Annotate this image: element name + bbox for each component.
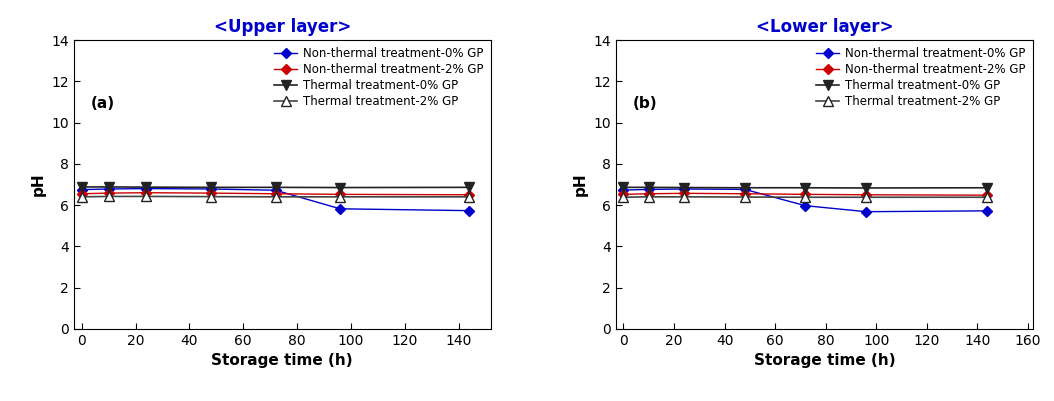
Thermal treatment-2% GP	[643, 194, 656, 199]
Non-thermal treatment-0% GP	[981, 209, 994, 213]
Non-thermal treatment-2% GP	[269, 191, 281, 196]
Thermal treatment-2% GP	[204, 194, 217, 199]
Line: Non-thermal treatment-2% GP: Non-thermal treatment-2% GP	[78, 189, 473, 198]
Thermal treatment-0% GP	[678, 185, 690, 190]
X-axis label: Storage time (h): Storage time (h)	[212, 353, 353, 368]
Non-thermal treatment-0% GP	[463, 208, 475, 213]
Non-thermal treatment-2% GP	[981, 193, 994, 198]
Thermal treatment-2% GP	[860, 195, 873, 200]
Non-thermal treatment-0% GP	[678, 186, 690, 191]
Thermal treatment-2% GP	[334, 194, 347, 199]
Thermal treatment-2% GP	[102, 194, 115, 199]
Non-thermal treatment-0% GP	[76, 187, 89, 192]
Thermal treatment-0% GP	[981, 185, 994, 190]
Non-thermal treatment-0% GP	[799, 203, 812, 208]
Line: Non-thermal treatment-0% GP: Non-thermal treatment-0% GP	[78, 185, 473, 214]
Non-thermal treatment-0% GP	[269, 188, 281, 192]
Line: Non-thermal treatment-0% GP: Non-thermal treatment-0% GP	[620, 186, 991, 215]
Line: Thermal treatment-0% GP: Thermal treatment-0% GP	[77, 182, 474, 192]
Non-thermal treatment-0% GP	[204, 186, 217, 191]
Line: Thermal treatment-0% GP: Thermal treatment-0% GP	[619, 182, 992, 193]
Title: <Upper layer>: <Upper layer>	[214, 18, 351, 36]
Line: Thermal treatment-2% GP: Thermal treatment-2% GP	[77, 192, 474, 202]
Thermal treatment-0% GP	[204, 185, 217, 190]
Non-thermal treatment-0% GP	[102, 186, 115, 191]
Thermal treatment-0% GP	[860, 186, 873, 190]
Thermal treatment-0% GP	[739, 185, 752, 190]
Thermal treatment-0% GP	[463, 185, 475, 190]
Y-axis label: pH: pH	[31, 173, 45, 196]
Non-thermal treatment-0% GP	[643, 187, 656, 192]
Text: (b): (b)	[632, 96, 658, 111]
Legend: Non-thermal treatment-0% GP, Non-thermal treatment-2% GP, Thermal treatment-0% G: Non-thermal treatment-0% GP, Non-thermal…	[270, 44, 487, 111]
Non-thermal treatment-0% GP	[860, 209, 873, 214]
Non-thermal treatment-2% GP	[739, 191, 752, 196]
Thermal treatment-0% GP	[269, 185, 281, 190]
Thermal treatment-2% GP	[76, 194, 89, 199]
Non-thermal treatment-2% GP	[204, 191, 217, 196]
Line: Non-thermal treatment-2% GP: Non-thermal treatment-2% GP	[620, 190, 991, 198]
Non-thermal treatment-0% GP	[140, 186, 153, 191]
Thermal treatment-2% GP	[678, 194, 690, 199]
Thermal treatment-2% GP	[269, 194, 281, 199]
Non-thermal treatment-0% GP	[334, 207, 347, 211]
Non-thermal treatment-2% GP	[799, 192, 812, 197]
Line: Thermal treatment-2% GP: Thermal treatment-2% GP	[619, 192, 992, 202]
Thermal treatment-0% GP	[643, 185, 656, 190]
Thermal treatment-2% GP	[140, 194, 153, 199]
Non-thermal treatment-2% GP	[860, 192, 873, 197]
Thermal treatment-2% GP	[618, 195, 630, 200]
Non-thermal treatment-0% GP	[618, 188, 630, 192]
Non-thermal treatment-2% GP	[643, 191, 656, 196]
Thermal treatment-0% GP	[76, 184, 89, 189]
Thermal treatment-2% GP	[463, 194, 475, 199]
Non-thermal treatment-2% GP	[140, 190, 153, 195]
Thermal treatment-0% GP	[334, 185, 347, 190]
Non-thermal treatment-2% GP	[102, 191, 115, 196]
Non-thermal treatment-2% GP	[76, 191, 89, 196]
Legend: Non-thermal treatment-0% GP, Non-thermal treatment-2% GP, Thermal treatment-0% G: Non-thermal treatment-0% GP, Non-thermal…	[813, 44, 1030, 111]
Non-thermal treatment-2% GP	[463, 192, 475, 197]
Thermal treatment-2% GP	[799, 195, 812, 200]
Thermal treatment-2% GP	[739, 194, 752, 199]
Thermal treatment-0% GP	[618, 185, 630, 190]
X-axis label: Storage time (h): Storage time (h)	[754, 353, 895, 368]
Non-thermal treatment-2% GP	[678, 191, 690, 196]
Thermal treatment-2% GP	[981, 195, 994, 200]
Thermal treatment-0% GP	[799, 185, 812, 190]
Non-thermal treatment-0% GP	[739, 187, 752, 192]
Text: (a): (a)	[91, 96, 115, 111]
Non-thermal treatment-2% GP	[618, 192, 630, 197]
Thermal treatment-0% GP	[140, 185, 153, 190]
Thermal treatment-0% GP	[102, 184, 115, 189]
Non-thermal treatment-2% GP	[334, 192, 347, 197]
Y-axis label: pH: pH	[573, 173, 588, 196]
Title: <Lower layer>: <Lower layer>	[756, 18, 893, 36]
